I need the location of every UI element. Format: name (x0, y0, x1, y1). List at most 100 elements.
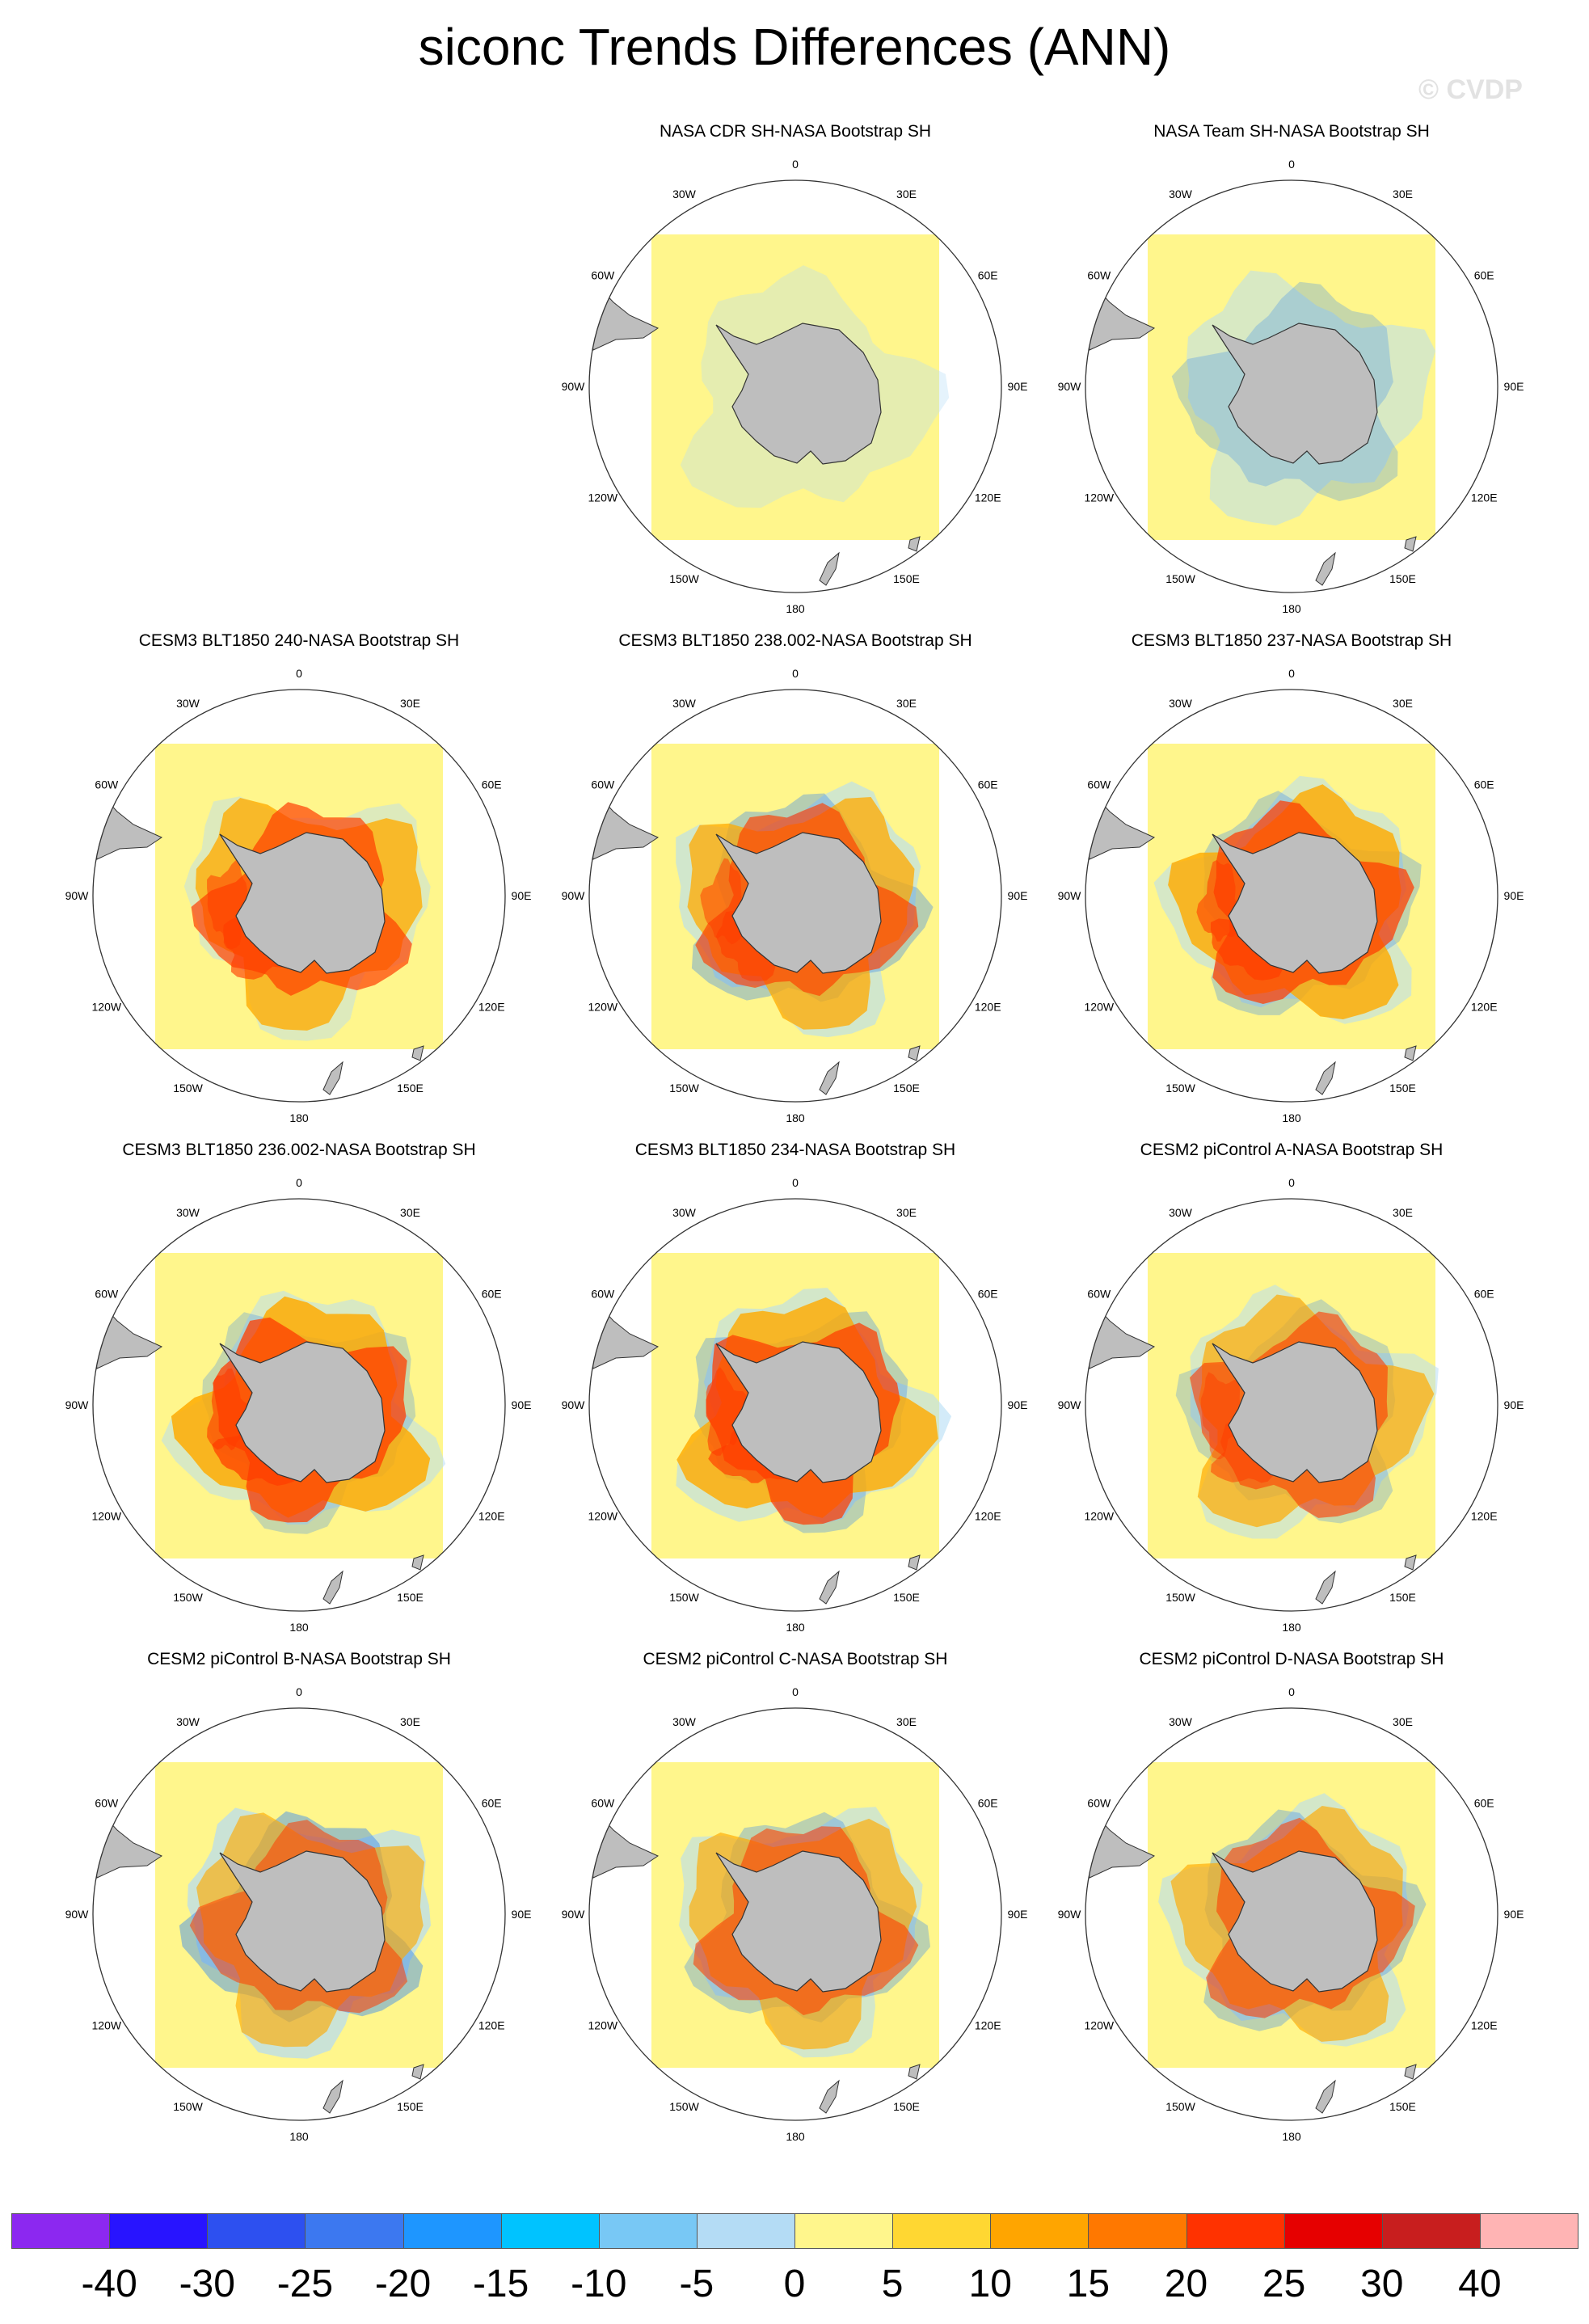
longitude-label: 90E (1504, 889, 1524, 902)
colorbar-box (1381, 2213, 1481, 2249)
longitude-label: 120E (478, 1510, 505, 1523)
longitude-label: 60W (591, 778, 615, 791)
longitude-label: 0 (792, 1176, 799, 1189)
longitude-label: 150E (397, 2100, 424, 2113)
longitude-label: 150W (669, 1591, 699, 1604)
longitude-label: 150E (893, 2100, 920, 2113)
new-zealand-landmass (819, 1570, 840, 1605)
longitude-label: 120W (92, 2019, 122, 2032)
longitude-label: 120E (975, 491, 1001, 504)
longitude-label: 120E (1471, 1001, 1498, 1014)
panel-title: CESM2 piControl D-NASA Bootstrap SH (1139, 1650, 1444, 1668)
map-border (1085, 689, 1498, 1103)
longitude-label: 30E (400, 1206, 420, 1219)
longitude-label: 120W (588, 1510, 618, 1523)
longitude-label: 60E (978, 1797, 998, 1810)
longitude-label: 30W (672, 1715, 697, 1728)
longitude-label: 60E (482, 778, 502, 791)
longitude-label: 150E (397, 1082, 424, 1095)
longitude-label: 30W (672, 188, 697, 200)
panel-title: CESM3 BLT1850 240-NASA Bootstrap SH (138, 631, 460, 650)
antarctica-landmass (1212, 1341, 1378, 1483)
panel-title: CESM3 BLT1850 236.002-NASA Bootstrap SH (122, 1141, 476, 1159)
longitude-label: 0 (792, 158, 799, 171)
panel-title: CESM2 piControl C-NASA Bootstrap SH (643, 1650, 948, 1668)
longitude-label: 30W (176, 1715, 200, 1728)
colorbar-box (794, 2213, 894, 2249)
colorbar-tick-label: 10 (968, 2263, 1012, 2305)
colorbar-tick-label: 0 (783, 2263, 806, 2305)
tasmania-landmass (1404, 536, 1417, 552)
map-border (1085, 1707, 1498, 2121)
tasmania-landmass (411, 1554, 424, 1571)
map-border (588, 1198, 1002, 1612)
polar-map: 0 30E 60E 90E 120E 150E 180 150W 120W 90W 60W 30W (65, 1176, 532, 1634)
longitude-label: 90W (1058, 1908, 1082, 1921)
longitude-label: 60E (978, 269, 998, 282)
colorbar-box (1479, 2213, 1578, 2249)
panel-title: NASA Team SH-NASA Bootstrap SH (1153, 122, 1430, 141)
colorbar-tick-label: 30 (1360, 2263, 1404, 2305)
longitude-label: 150W (1165, 2100, 1195, 2113)
polar-map: 0 30E 60E 90E 120E 150E 180 150W 120W 90W 60W 30W (562, 1176, 1028, 1634)
longitude-label: 90W (65, 889, 90, 902)
longitude-label: 30E (1393, 1206, 1413, 1219)
cvdp-watermark: © CVDP (1418, 74, 1523, 105)
longitude-label: 180 (786, 1111, 805, 1124)
longitude-label: 60E (482, 1288, 502, 1301)
polar-map: 0 30E 60E 90E 120E 150E 180 150W 120W 90W 60W 30W (65, 1685, 532, 2143)
new-zealand-landmass (1315, 2079, 1336, 2114)
longitude-label: 120E (478, 1001, 505, 1014)
longitude-label: 150W (669, 1082, 699, 1095)
tasmania-landmass (1404, 1554, 1417, 1571)
antarctica-landmass (715, 1850, 882, 1993)
anomaly-band (700, 858, 743, 945)
antarctica-landmass (715, 323, 882, 465)
anomaly-band (1200, 1372, 1241, 1460)
longitude-label: 60W (1087, 1288, 1111, 1301)
colorbar-tick-label: -15 (472, 2263, 529, 2305)
longitude-label: 90W (562, 1908, 586, 1921)
colorbar-box (1088, 2213, 1187, 2249)
longitude-label: 120E (1471, 1510, 1498, 1523)
tasmania-landmass (908, 536, 921, 552)
polar-map: 0 30E 60E 90E 120E 150E 180 150W 120W 90W 60W 30W (1058, 158, 1524, 615)
longitude-label: 180 (1282, 1621, 1301, 1634)
longitude-label: 90E (1504, 1398, 1524, 1411)
longitude-label: 150W (173, 2100, 203, 2113)
polar-map: 0 30E 60E 90E 120E 150E 180 150W 120W 90W 60W 30W (65, 667, 532, 1124)
longitude-label: 60W (95, 778, 119, 791)
new-zealand-landmass (819, 1061, 840, 1095)
longitude-label: 90E (1008, 1908, 1028, 1921)
new-zealand-landmass (819, 551, 840, 586)
colorbar-box (990, 2213, 1090, 2249)
longitude-label: 30E (1393, 1715, 1413, 1728)
colorbar-tick-label: -10 (571, 2263, 627, 2305)
longitude-label: 60W (591, 1288, 615, 1301)
tasmania-landmass (411, 1045, 424, 1061)
longitude-label: 0 (1288, 667, 1295, 680)
antarctica-landmass (219, 832, 386, 974)
new-zealand-landmass (1315, 551, 1336, 586)
longitude-label: 0 (792, 1685, 799, 1698)
tasmania-landmass (1404, 1045, 1417, 1061)
new-zealand-landmass (322, 1570, 344, 1605)
colorbar-tick-label: -40 (81, 2263, 137, 2305)
colorbar-tick-label: 15 (1066, 2263, 1111, 2305)
longitude-label: 60W (1087, 1797, 1111, 1810)
map-border (588, 1707, 1002, 2121)
tasmania-landmass (411, 2064, 424, 2080)
longitude-label: 150W (1165, 572, 1195, 585)
longitude-label: 180 (289, 2130, 309, 2143)
tasmania-landmass (908, 1045, 921, 1061)
longitude-label: 120E (1471, 491, 1498, 504)
longitude-label: 90E (1008, 1398, 1028, 1411)
antarctica-landmass (219, 1850, 386, 1993)
longitude-label: 60W (1087, 269, 1111, 282)
longitude-label: 150W (173, 1591, 203, 1604)
longitude-label: 120E (478, 2019, 505, 2032)
polar-map: 0 30E 60E 90E 120E 150E 180 150W 120W 90W 60W 30W (562, 667, 1028, 1124)
antarctica-landmass (715, 832, 882, 974)
polar-map: 0 30E 60E 90E 120E 150E 180 150W 120W 90W 60W 30W (562, 1685, 1028, 2143)
longitude-label: 30E (896, 188, 917, 200)
